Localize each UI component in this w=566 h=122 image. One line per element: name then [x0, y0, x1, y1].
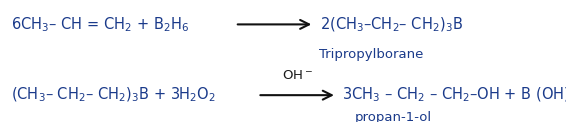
- Text: 3CH$_3$ – CH$_2$ – CH$_2$–OH + B (OH)$_3$: 3CH$_3$ – CH$_2$ – CH$_2$–OH + B (OH)$_3…: [342, 86, 566, 104]
- Text: (CH$_3$– CH$_2$– CH$_2$)$_3$B + 3H$_2$O$_2$: (CH$_3$– CH$_2$– CH$_2$)$_3$B + 3H$_2$O$…: [11, 86, 216, 104]
- Text: 6CH$_3$– CH = CH$_2$ + B$_2$H$_6$: 6CH$_3$– CH = CH$_2$ + B$_2$H$_6$: [11, 15, 190, 34]
- Text: 2(CH$_3$–CH$_2$– CH$_2$)$_3$B: 2(CH$_3$–CH$_2$– CH$_2$)$_3$B: [320, 15, 463, 34]
- Text: OH$^-$: OH$^-$: [282, 69, 312, 82]
- Text: propan-1-ol: propan-1-ol: [355, 111, 432, 122]
- Text: Tripropylborane: Tripropylborane: [319, 48, 423, 61]
